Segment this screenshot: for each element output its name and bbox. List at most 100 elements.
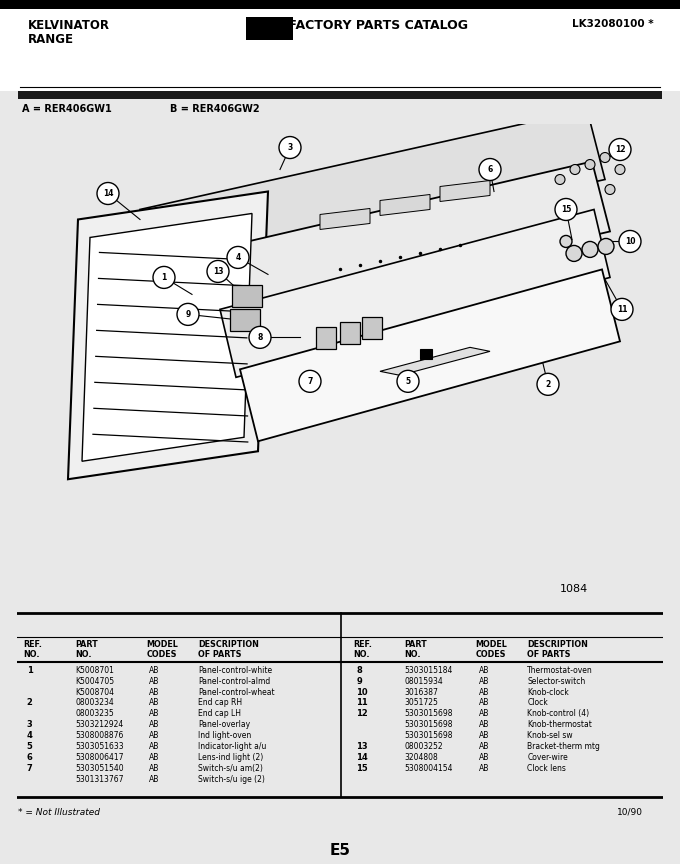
- Bar: [0, 0, 680, 9]
- Text: 1: 1: [161, 273, 167, 282]
- Circle shape: [598, 238, 614, 254]
- Text: B = RER406GW2: B = RER406GW2: [170, 105, 260, 114]
- Bar: [420, 349, 432, 359]
- Polygon shape: [380, 194, 430, 215]
- Text: Thermostat-oven: Thermostat-oven: [528, 665, 593, 675]
- Circle shape: [97, 182, 119, 205]
- Text: 8: 8: [356, 665, 362, 675]
- Text: MODEL
CODES: MODEL CODES: [146, 639, 178, 659]
- Polygon shape: [162, 162, 610, 332]
- Text: AB: AB: [479, 721, 490, 729]
- Circle shape: [609, 138, 631, 161]
- Text: Ind light-oven: Ind light-oven: [198, 731, 251, 740]
- Text: E5: E5: [330, 842, 350, 858]
- Text: AB: AB: [479, 731, 490, 740]
- Bar: [230, 309, 260, 332]
- Text: AB: AB: [150, 742, 160, 751]
- Text: AB: AB: [479, 764, 490, 773]
- Circle shape: [555, 199, 577, 220]
- Text: 13: 13: [356, 742, 368, 751]
- Text: Indicator-light a/u: Indicator-light a/u: [198, 742, 267, 751]
- Text: Clock lens: Clock lens: [528, 764, 566, 773]
- Text: 11: 11: [617, 305, 627, 314]
- Text: AB: AB: [479, 665, 490, 675]
- Text: 15: 15: [561, 205, 571, 214]
- Text: AB: AB: [150, 688, 160, 696]
- Text: AB: AB: [479, 698, 490, 708]
- Text: 9: 9: [186, 310, 190, 319]
- Text: AB: AB: [150, 731, 160, 740]
- Text: 08003235: 08003235: [75, 709, 114, 718]
- Text: Knob-thermostat: Knob-thermostat: [528, 721, 592, 729]
- Text: Clock: Clock: [528, 698, 548, 708]
- Circle shape: [611, 298, 633, 321]
- Bar: [316, 327, 336, 349]
- Text: 4: 4: [27, 731, 33, 740]
- Text: 5303051633: 5303051633: [75, 742, 124, 751]
- Text: 4: 4: [235, 253, 241, 262]
- Text: REF.
NO.: REF. NO.: [23, 639, 42, 659]
- Text: Knob-control (4): Knob-control (4): [528, 709, 590, 718]
- Text: DESCRIPTION
OF PARTS: DESCRIPTION OF PARTS: [198, 639, 259, 659]
- Text: 5301313767: 5301313767: [75, 775, 124, 784]
- Text: 3: 3: [288, 143, 292, 152]
- Circle shape: [249, 327, 271, 348]
- Text: K5004705: K5004705: [75, 677, 114, 686]
- Text: 1084: 1084: [560, 584, 588, 594]
- Text: Panel-control-almd: Panel-control-almd: [198, 677, 270, 686]
- Text: PART
NO.: PART NO.: [75, 639, 98, 659]
- Text: End cap RH: End cap RH: [198, 698, 242, 708]
- Text: AB: AB: [479, 677, 490, 686]
- Text: 15: 15: [356, 764, 368, 773]
- Text: AB: AB: [150, 665, 160, 675]
- Circle shape: [227, 246, 249, 269]
- Text: 3204808: 3204808: [405, 753, 439, 762]
- Text: 7: 7: [27, 764, 33, 773]
- Text: AB: AB: [150, 698, 160, 708]
- Text: 11: 11: [356, 698, 368, 708]
- Text: Cover-wire: Cover-wire: [528, 753, 568, 762]
- Text: 13: 13: [213, 267, 223, 276]
- Text: A = RER406GW1: A = RER406GW1: [22, 105, 112, 114]
- Text: Knob-clock: Knob-clock: [528, 688, 569, 696]
- Text: 08003252: 08003252: [405, 742, 443, 751]
- Circle shape: [600, 153, 610, 162]
- Text: 2: 2: [27, 698, 33, 708]
- Text: Panel-control-wheat: Panel-control-wheat: [198, 688, 275, 696]
- Circle shape: [555, 175, 565, 185]
- Text: WCI: WCI: [248, 19, 291, 38]
- Polygon shape: [140, 110, 605, 279]
- Text: 5: 5: [405, 377, 411, 386]
- Text: AB: AB: [150, 721, 160, 729]
- Bar: [18, 91, 662, 99]
- Text: 1: 1: [27, 665, 33, 675]
- Text: AB: AB: [479, 742, 490, 751]
- Circle shape: [299, 371, 321, 392]
- Text: 5303015698: 5303015698: [405, 731, 453, 740]
- Circle shape: [585, 160, 595, 169]
- Text: K5008701: K5008701: [75, 665, 114, 675]
- Polygon shape: [320, 208, 370, 230]
- Text: AB: AB: [150, 753, 160, 762]
- Text: Lens-ind light (2): Lens-ind light (2): [198, 753, 263, 762]
- Text: KELVINATOR: KELVINATOR: [28, 19, 110, 32]
- Text: 7: 7: [307, 377, 313, 386]
- Polygon shape: [440, 181, 490, 201]
- Text: 5: 5: [27, 742, 33, 751]
- Text: 2: 2: [545, 380, 551, 389]
- Text: 5303212924: 5303212924: [75, 721, 123, 729]
- Circle shape: [397, 371, 419, 392]
- Text: 5303015698: 5303015698: [405, 721, 453, 729]
- Text: 14: 14: [356, 753, 368, 762]
- Text: AB: AB: [150, 764, 160, 773]
- Polygon shape: [380, 347, 490, 375]
- Circle shape: [479, 158, 501, 181]
- Text: 5308008876: 5308008876: [75, 731, 124, 740]
- Text: AB: AB: [479, 709, 490, 718]
- Text: K5008704: K5008704: [75, 688, 114, 696]
- Polygon shape: [240, 270, 620, 442]
- Circle shape: [153, 266, 175, 289]
- Circle shape: [570, 164, 580, 175]
- Polygon shape: [530, 218, 555, 352]
- Text: 5303051540: 5303051540: [75, 764, 124, 773]
